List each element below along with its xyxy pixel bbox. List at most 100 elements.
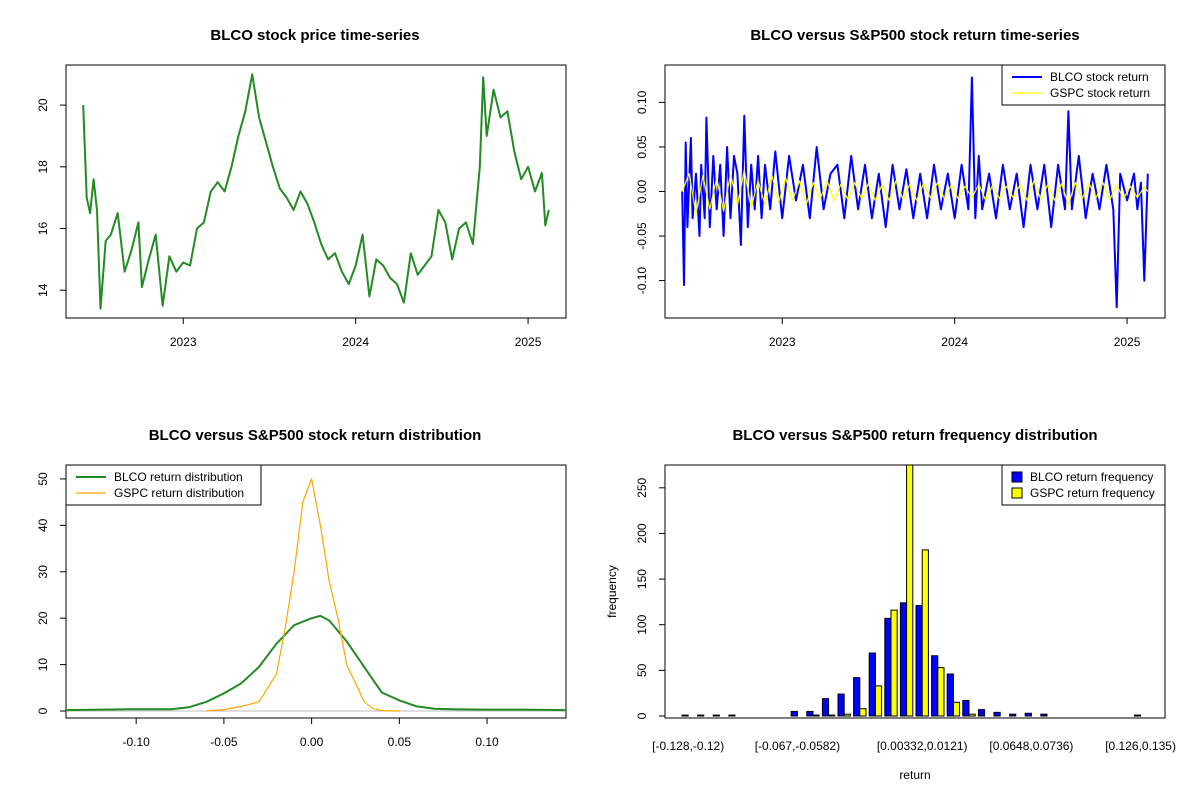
y-tick-label: 14 (36, 283, 50, 297)
y-tick-label: 10 (36, 658, 50, 672)
blco-bar (946, 673, 954, 717)
x-tick-label: -0.05 (210, 735, 238, 749)
blco-bar (868, 652, 876, 717)
plot-frame (65, 64, 567, 319)
legend-box (1001, 464, 1166, 506)
blco-bar (681, 714, 689, 717)
y-tick-label: 250 (635, 477, 649, 497)
x-tick-label: -0.10 (122, 735, 150, 749)
gspc-bar (874, 685, 883, 717)
legend-label: GSPC return frequency (1030, 486, 1155, 500)
bars (681, 465, 1142, 717)
x-axis-label: return (899, 768, 930, 782)
blco-bar (1040, 713, 1048, 717)
x-tick-label: 2025 (1114, 335, 1141, 349)
blco-bar (962, 699, 970, 717)
x-tick-label: 0.05 (388, 735, 412, 749)
blco-bar (1133, 714, 1142, 717)
blco-bar (697, 714, 705, 717)
blco-bar (899, 602, 908, 717)
blco-bar (993, 711, 1001, 717)
x-category-label: [0.0648,0.0736) (989, 739, 1073, 753)
panel-density: BLCO versus S&P500 stock return distribu… (36, 427, 567, 749)
legend-label: BLCO stock return (1050, 70, 1149, 84)
legend-box (1001, 64, 1166, 106)
chart-title: BLCO versus S&P500 return frequency dist… (732, 427, 1097, 444)
blco-bar (1009, 713, 1017, 717)
y-tick-label: 20 (36, 611, 50, 625)
blco-bar (821, 698, 830, 717)
y-tick-label: 50 (635, 663, 649, 677)
gspc-bar (812, 714, 820, 717)
gspc-bar (921, 549, 929, 717)
x-tick-label: 2025 (515, 335, 542, 349)
y-tick-label: 0.10 (635, 90, 649, 114)
gspc-bar (859, 708, 867, 717)
price-line (82, 73, 550, 310)
panel-price: BLCO stock price time-series 14 16 18 20 2023… (36, 27, 567, 349)
blco-return-line (681, 76, 1149, 309)
blco-bar (853, 677, 861, 717)
blco-bar (790, 710, 798, 717)
y-tick-label: -0.10 (635, 267, 649, 295)
x-category-label: [-0.067,-0.0582) (755, 739, 840, 753)
panel-returns: BLCO versus S&P500 stock return time-ser… (635, 27, 1166, 349)
x-tick-label: 0.00 (300, 735, 324, 749)
gspc-bar (937, 667, 945, 717)
x-tick-label: 0.10 (475, 735, 499, 749)
gspc-bar (828, 714, 836, 717)
chart-title: BLCO stock price time-series (210, 27, 419, 44)
x-tick-label: 2023 (170, 335, 197, 349)
chart-title: BLCO versus S&P500 stock return distribu… (149, 427, 482, 444)
blco-bar (1024, 712, 1032, 717)
blco-density-curve (65, 614, 567, 712)
legend-label: GSPC return distribution (114, 486, 244, 500)
gspc-bar (843, 713, 851, 717)
blco-bar (977, 709, 986, 717)
gspc-density-curve (206, 478, 400, 712)
y-tick-label: 0 (36, 707, 50, 714)
blco-bar (728, 714, 736, 717)
legend-label: GSPC stock return (1050, 86, 1150, 100)
gspc-bar (890, 609, 898, 717)
legend-label: BLCO return frequency (1030, 470, 1153, 484)
x-category-label: [0.00332,0.0121) (877, 739, 968, 753)
y-tick-label: 100 (635, 614, 649, 634)
x-tick-label: 2023 (769, 335, 796, 349)
y-tick-label: 40 (36, 518, 50, 532)
blco-bar (837, 693, 845, 717)
y-tick-label: 30 (36, 565, 50, 579)
panel-histogram: BLCO versus S&P500 return frequency dist… (605, 427, 1176, 782)
blco-bar (931, 655, 939, 717)
gspc-bar (952, 701, 961, 717)
x-tick-label: 2024 (941, 335, 968, 349)
y-tick-label: 0.00 (635, 179, 649, 203)
y-tick-label: -0.05 (635, 222, 649, 250)
gspc-return-line (681, 169, 1149, 215)
y-tick-label: 18 (36, 160, 50, 174)
blco-bar (915, 605, 923, 717)
y-tick-label: 150 (635, 569, 649, 589)
gspc-bar (906, 465, 914, 717)
plot-frame (65, 464, 567, 719)
gspc-bar (968, 713, 976, 717)
y-tick-label: 20 (36, 98, 50, 112)
blco-bar (712, 714, 720, 717)
y-tick-label: 0 (635, 712, 649, 719)
legend-box (65, 464, 262, 506)
legend-swatch (1011, 471, 1023, 483)
chart-title: BLCO versus S&P500 stock return time-ser… (750, 27, 1079, 44)
blco-bar (884, 617, 892, 717)
legend-label: BLCO return distribution (114, 470, 243, 484)
legend-swatch (1011, 487, 1023, 499)
x-category-label: [-0.128,-0.12) (652, 739, 724, 753)
x-tick-label: 2024 (342, 335, 369, 349)
y-tick-label: 16 (36, 222, 50, 236)
y-tick-label: 0.05 (635, 135, 649, 159)
plot-frame (664, 464, 1166, 719)
y-tick-label: 200 (635, 523, 649, 543)
y-tick-label: 50 (36, 472, 50, 486)
blco-bar (806, 710, 814, 717)
x-category-label: [0.126,0.135) (1105, 739, 1176, 753)
